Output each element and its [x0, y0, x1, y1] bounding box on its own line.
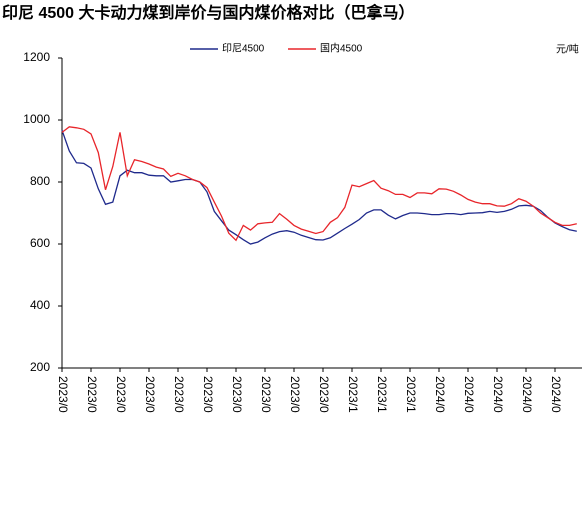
y-tick-label: 600 — [30, 236, 50, 250]
line-series — [61, 126, 577, 242]
x-tick-label: 2024/0 — [491, 376, 505, 413]
x-tick-label: 2023/0 — [143, 376, 157, 413]
x-tick-label: 2023/0 — [288, 376, 302, 413]
x-tick-label: 2023/1 — [375, 376, 389, 413]
y-tick-label: 200 — [30, 360, 50, 374]
x-tick-label: 2023/0 — [259, 376, 273, 413]
x-tick-label: 2023/0 — [172, 376, 186, 413]
chart-title: 印尼 4500 大卡动力煤到岸价与国内煤价格对比（巴拿马） — [2, 3, 415, 22]
x-tick-label: 2023/1 — [346, 376, 360, 413]
x-tick-label: 2023/0 — [317, 376, 331, 413]
x-tick-label: 2023/0 — [230, 376, 244, 413]
legend-label: 印尼4500 — [222, 43, 265, 55]
x-tick-label: 2023/0 — [56, 376, 70, 413]
x-tick-label: 2023/0 — [114, 376, 128, 413]
x-tick-label: 2024/0 — [549, 376, 563, 413]
x-tick-label: 2023/0 — [85, 376, 99, 413]
x-tick-label: 2023/1 — [404, 376, 418, 413]
x-tick-label: 2024/0 — [520, 376, 534, 413]
x-tick-label: 2024/0 — [462, 376, 476, 413]
y-tick-label: 800 — [30, 174, 50, 188]
y-tick-label: 400 — [30, 298, 50, 312]
x-tick-label: 2023/0 — [201, 376, 215, 413]
legend-label: 国内4500 — [320, 42, 363, 55]
line-series — [61, 129, 577, 245]
x-tick-label: 2024/0 — [433, 376, 447, 413]
unit-label: 元/吨 — [556, 43, 579, 56]
y-tick-label: 1000 — [23, 112, 50, 126]
y-tick-label: 1200 — [23, 50, 50, 64]
